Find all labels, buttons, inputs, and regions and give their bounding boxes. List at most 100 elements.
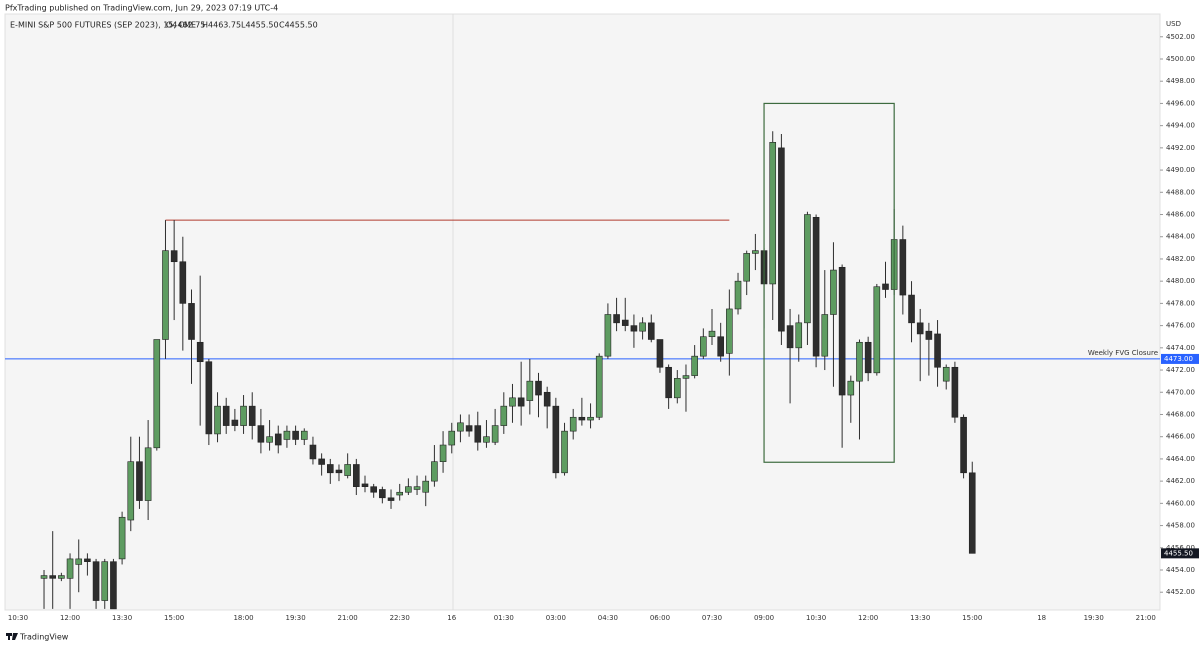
candle-body xyxy=(934,333,941,368)
candle-body xyxy=(804,214,811,324)
candle-body xyxy=(656,339,664,368)
candle-body xyxy=(535,380,542,396)
candle-body xyxy=(75,558,83,565)
x-tick-label: 19:30 xyxy=(1084,614,1104,622)
candle-body xyxy=(370,486,377,493)
y-tick-label: 4490.00 xyxy=(1166,166,1195,174)
candle-body xyxy=(908,294,915,324)
candle-body xyxy=(292,430,299,440)
candle-body xyxy=(569,416,577,432)
y-tick-label: 4482.00 xyxy=(1166,255,1195,263)
candle-body xyxy=(847,380,855,396)
candle-body xyxy=(708,330,716,338)
x-tick-label: 06:00 xyxy=(650,614,670,622)
x-tick-label: 10:30 xyxy=(8,614,28,622)
candle-body xyxy=(300,430,308,440)
x-tick-label: 15:00 xyxy=(962,614,982,622)
candle-body xyxy=(318,458,325,465)
y-tick-label: 4458.00 xyxy=(1166,522,1195,530)
last-price-label: 4455.50 xyxy=(1164,549,1193,557)
y-tick-label: 4498.00 xyxy=(1166,77,1195,85)
x-tick-label: 04:30 xyxy=(598,614,618,622)
candle-body xyxy=(916,322,924,335)
candle-body xyxy=(960,416,967,474)
candle-body xyxy=(856,341,863,382)
candle-body xyxy=(136,461,143,501)
x-tick-label: 03:00 xyxy=(546,614,566,622)
y-tick-label: 4484.00 xyxy=(1166,233,1195,241)
candle-body xyxy=(604,314,612,357)
candle-body xyxy=(274,433,282,446)
x-tick-label: 22:30 xyxy=(390,614,410,622)
candle-body xyxy=(153,339,161,449)
candle-body xyxy=(58,575,65,579)
hline-tag xyxy=(1161,353,1199,364)
candle-body xyxy=(457,422,464,432)
y-tick-label: 4460.00 xyxy=(1166,499,1195,507)
hline-tag-label: 4473.00 xyxy=(1164,355,1193,363)
candle-body xyxy=(951,366,959,418)
candle-body xyxy=(431,461,438,482)
candle-body xyxy=(127,461,135,521)
plot-area xyxy=(4,13,1161,611)
candle-body xyxy=(752,250,759,254)
candle-body xyxy=(864,341,872,374)
candle-body xyxy=(673,378,681,399)
last-price-tag xyxy=(1161,548,1199,559)
y-tick-label: 4494.00 xyxy=(1166,122,1195,130)
candle-body xyxy=(205,361,213,435)
candle-body xyxy=(266,436,273,443)
y-tick-label: 4466.00 xyxy=(1166,433,1195,441)
candle-body xyxy=(353,464,360,487)
candle-body xyxy=(561,430,568,474)
candle-body xyxy=(379,489,386,499)
y-tick-label: 4456.00 xyxy=(1166,544,1195,552)
logo-part xyxy=(12,633,18,640)
candle-body xyxy=(500,405,508,426)
candle-body xyxy=(396,491,404,496)
x-tick-label: 09:00 xyxy=(754,614,774,622)
candle-body xyxy=(439,444,447,462)
candle-body xyxy=(214,405,221,435)
candle-body xyxy=(248,405,256,426)
y-tick-label: 4464.00 xyxy=(1166,455,1195,463)
candle-body xyxy=(621,319,629,326)
y-tick-label: 4500.00 xyxy=(1166,55,1195,63)
candle-body xyxy=(726,308,733,354)
candle-body xyxy=(422,480,430,493)
candle-body xyxy=(734,280,742,310)
candle-body xyxy=(344,464,351,476)
y-tick-label: 4492.00 xyxy=(1166,144,1195,152)
candle-body xyxy=(639,322,646,332)
candle-body xyxy=(162,250,169,340)
x-tick-label: 18:00 xyxy=(233,614,253,622)
candle-body xyxy=(101,561,109,601)
candle-body xyxy=(118,516,126,560)
candle-body xyxy=(778,147,785,332)
candle-body xyxy=(743,253,751,282)
candle-body xyxy=(491,425,499,443)
hline-label: Weekly FVG Closure xyxy=(1088,349,1158,357)
y-tick-label: 4480.00 xyxy=(1166,277,1195,285)
x-tick-label: 16 xyxy=(447,614,456,622)
brand-logo xyxy=(6,633,18,640)
legend-low: L4455.50 xyxy=(241,21,279,30)
brand: TradingView xyxy=(19,633,69,642)
y-tick-label: 4452.00 xyxy=(1166,588,1195,596)
candle-body xyxy=(170,250,178,263)
candle-body xyxy=(700,336,707,357)
x-tick-label: 18 xyxy=(1037,614,1046,622)
x-tick-label: 12:00 xyxy=(858,614,878,622)
legend-open: O4462.75 xyxy=(166,21,205,30)
candle-body xyxy=(413,486,421,490)
candle-body xyxy=(838,266,846,396)
candle-body xyxy=(326,464,334,474)
candle-body xyxy=(812,216,820,357)
candle-body xyxy=(240,405,247,426)
candle-body xyxy=(405,486,412,493)
legend-symbol: E-MINI S&P 500 FUTURES (SEP 2023), 15, C… xyxy=(10,21,196,30)
y-tick-label: 4468.00 xyxy=(1166,410,1195,418)
candle-body xyxy=(769,142,777,285)
candle-body xyxy=(144,447,152,501)
candle-body xyxy=(110,561,117,610)
